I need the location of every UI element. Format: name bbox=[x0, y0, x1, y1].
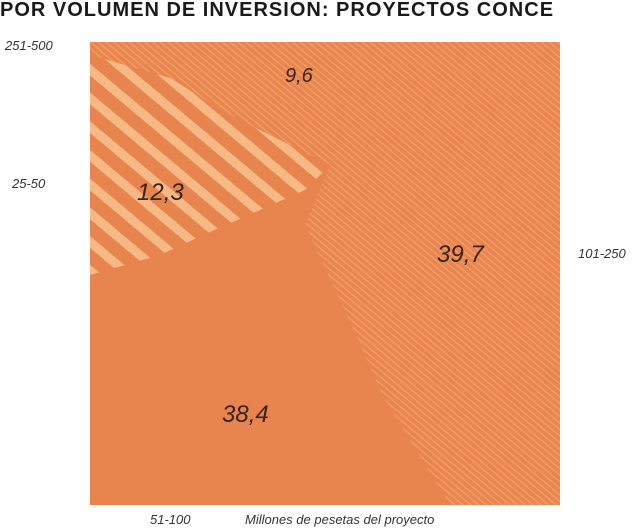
value-label-251-500: 9,6 bbox=[285, 65, 314, 87]
category-label-51-100: 51-100 bbox=[150, 512, 191, 527]
value-label-25-50: 12,3 bbox=[137, 179, 184, 206]
region-25-50 bbox=[90, 55, 330, 275]
region-101-250 bbox=[305, 42, 560, 505]
category-label-25-50: 25-50 bbox=[11, 176, 46, 191]
value-label-101-250: 39,7 bbox=[437, 241, 485, 268]
unit-label: Millones de pesetas del proyecto bbox=[245, 512, 434, 527]
value-label-51-100: 38,4 bbox=[222, 401, 269, 428]
region-251-500 bbox=[90, 42, 360, 165]
category-label-251-500: 251-500 bbox=[4, 38, 53, 53]
chart-title: POR VOLUMEN DE INVERSION: PROYECTOS CONC… bbox=[0, 0, 554, 21]
category-label-101-250: 101-250 bbox=[578, 246, 626, 261]
